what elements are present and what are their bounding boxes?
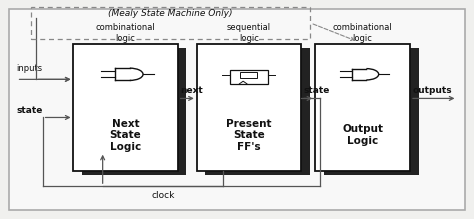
Text: outputs: outputs [412,86,452,95]
Text: Next
State
Logic: Next State Logic [110,119,141,152]
Text: next: next [180,86,203,95]
Text: Present
State
FF's: Present State FF's [226,119,272,152]
Text: state: state [17,106,43,115]
Bar [324,48,419,175]
Text: inputs: inputs [17,64,43,73]
Bar [197,44,301,171]
Bar [205,48,310,175]
Bar [315,44,410,171]
Text: combinational
logic: combinational logic [96,23,155,43]
Text: sequential
logic: sequential logic [227,23,271,43]
Bar [240,72,257,78]
Text: clock: clock [151,191,174,200]
Text: state: state [303,86,330,95]
Text: combinational
logic: combinational logic [333,23,392,43]
Text: (Mealy State Machine Only): (Mealy State Machine Only) [109,9,233,18]
Bar [82,48,186,175]
Bar [31,7,310,39]
Text: Output
Logic: Output Logic [342,124,383,146]
Bar [230,70,268,84]
Bar [73,44,178,171]
